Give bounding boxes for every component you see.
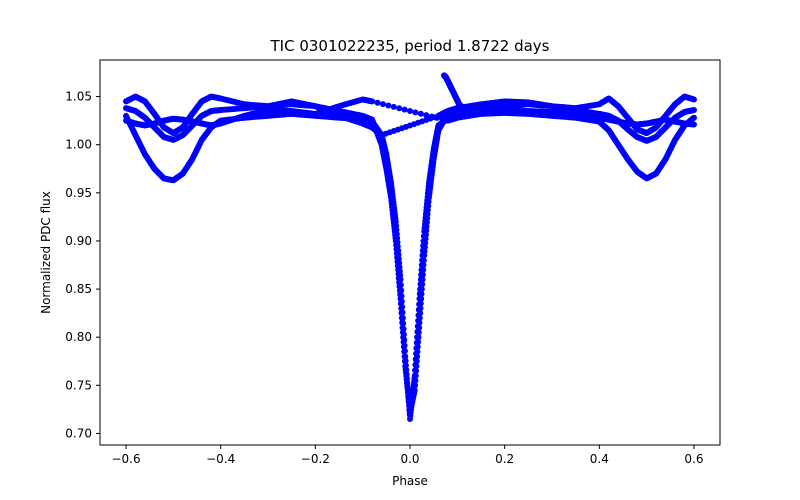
data-point (398, 314, 405, 321)
data-point (434, 114, 441, 121)
data-point (399, 329, 406, 336)
data-point (420, 257, 427, 264)
y-tick-label: 1.00 (65, 138, 92, 152)
data-point (374, 99, 381, 106)
x-tick-label: 0.4 (590, 452, 609, 466)
y-tick-label: 0.75 (65, 378, 92, 392)
x-tick-label: 0.0 (400, 452, 419, 466)
data-point (414, 343, 421, 350)
y-axis-label: Normalized PDC flux (39, 191, 53, 314)
y-tick-label: 0.80 (65, 330, 92, 344)
data-point (415, 329, 422, 336)
data-point (401, 348, 408, 355)
data-point (400, 334, 407, 341)
data-point (379, 101, 386, 108)
data-point (418, 290, 425, 297)
data-point (417, 110, 424, 117)
data-point (420, 262, 427, 269)
data-point (415, 339, 422, 346)
data-point (397, 295, 404, 302)
data-point (398, 305, 405, 312)
data-point (414, 348, 421, 355)
data-point (417, 305, 424, 312)
data-point (413, 358, 420, 365)
data-point (420, 266, 427, 273)
data-point (412, 372, 419, 379)
data-point (463, 108, 470, 115)
data-point (419, 276, 426, 283)
y-axis-ticks: 0.70 0.75 0.80 0.85 0.90 0.95 1.00 1.05 (65, 90, 100, 440)
data-point (690, 121, 697, 128)
data-point (398, 310, 405, 317)
data-point (385, 102, 392, 109)
data-point (416, 314, 423, 321)
data-point (690, 114, 697, 121)
data-point (419, 271, 426, 278)
data-point (412, 109, 419, 116)
data-point (401, 106, 408, 113)
y-tick-label: 0.95 (65, 186, 92, 200)
data-point (690, 96, 697, 103)
x-axis-ticks: −0.6 −0.4 −0.2 0.0 0.2 0.4 0.6 (111, 445, 704, 466)
data-point (401, 353, 408, 360)
data-point (415, 334, 422, 341)
data-point (418, 295, 425, 302)
data-point (412, 382, 419, 389)
data-point (413, 363, 420, 370)
y-tick-label: 0.70 (65, 426, 92, 440)
data-point (417, 310, 424, 317)
data-point (396, 105, 403, 112)
data-point (428, 113, 435, 120)
data-point (423, 112, 430, 119)
chart-title: TIC 0301022235, period 1.8722 days (269, 37, 549, 55)
data-point (399, 319, 406, 326)
y-tick-label: 0.90 (65, 234, 92, 248)
data-point (401, 358, 408, 365)
data-point (414, 353, 421, 360)
data-point (417, 300, 424, 307)
data-point (690, 107, 697, 114)
data-point (416, 319, 423, 326)
y-tick-label: 0.85 (65, 282, 92, 296)
data-point (418, 286, 425, 293)
data-point (413, 367, 420, 374)
data-point (400, 339, 407, 346)
data-point (407, 108, 413, 115)
x-tick-label: −0.4 (206, 452, 235, 466)
data-point (416, 324, 423, 331)
y-tick-label: 1.05 (65, 90, 92, 104)
x-tick-label: −0.6 (111, 452, 140, 466)
data-point (369, 98, 376, 105)
data-point (400, 343, 407, 350)
data-point (412, 377, 419, 384)
scatter-points (123, 72, 697, 423)
data-point (399, 324, 406, 331)
x-tick-label: 0.6 (684, 452, 703, 466)
data-point (439, 116, 446, 123)
data-point (390, 103, 397, 110)
data-point (411, 387, 418, 394)
x-tick-label: −0.2 (301, 452, 330, 466)
x-axis-label: Phase (392, 474, 428, 488)
data-point (419, 281, 426, 288)
x-tick-label: 0.2 (495, 452, 514, 466)
data-point (397, 300, 404, 307)
